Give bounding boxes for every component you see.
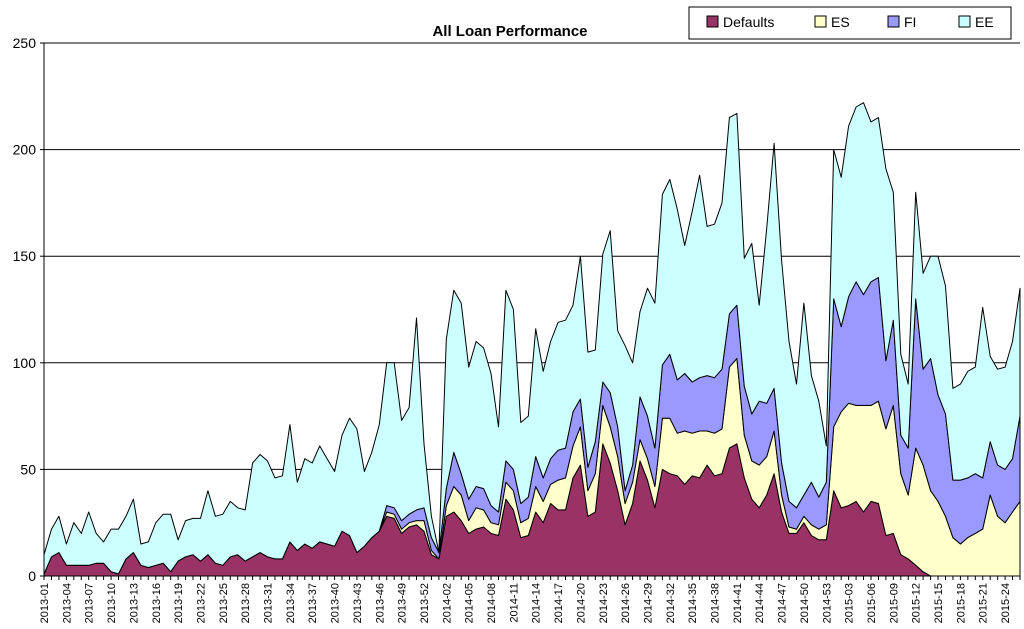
- x-tick-label: 2015-21: [978, 583, 990, 623]
- y-tick-label: 150: [13, 248, 37, 264]
- x-tick-label: 2013-16: [151, 583, 163, 623]
- x-tick-label: 2013-01: [39, 583, 51, 623]
- x-tick-label: 2014-20: [575, 583, 587, 623]
- chart-title: All Loan Performance: [432, 23, 587, 40]
- x-tick-label: 2013-07: [84, 583, 96, 623]
- x-tick-label: 2014-08: [486, 583, 498, 623]
- x-tick-label: 2014-17: [553, 583, 565, 623]
- y-tick-label: 250: [13, 35, 37, 51]
- axes: [43, 43, 1020, 577]
- series-area-ee: [43, 102, 1021, 575]
- y-tick-label: 200: [13, 142, 37, 158]
- x-axis-ticks: 2013-01 2013-04 2013-07 2013-10 2013-13 2013-…: [39, 576, 1021, 623]
- x-tick-label: 2014-44: [754, 583, 766, 623]
- x-tick-label: 2014-41: [732, 583, 744, 623]
- x-tick-label: 2014-11: [508, 583, 520, 623]
- legend-swatch-ee: [958, 15, 971, 28]
- x-tick-label: 2013-25: [218, 583, 230, 623]
- x-tick-label: 2014-35: [687, 583, 699, 623]
- x-tick-label: 2013-13: [128, 583, 140, 623]
- legend-swatch-fi: [887, 15, 900, 28]
- x-tick-label: 2014-23: [598, 583, 610, 623]
- x-tick-label: 2015-06: [866, 583, 878, 623]
- x-tick-label: 2013-34: [285, 583, 297, 623]
- y-tick-label: 100: [13, 355, 37, 371]
- x-tick-label: 2014-50: [799, 583, 811, 623]
- legend-swatch-defaults: [706, 15, 719, 28]
- area-series: [43, 102, 1021, 577]
- y-tick-label: 0: [28, 568, 36, 584]
- legend-label-defaults: Defaults: [723, 14, 774, 30]
- legend-swatch-es: [814, 15, 827, 28]
- legend-label-es: ES: [831, 14, 850, 30]
- legend-label-ee: EE: [975, 14, 994, 30]
- x-tick-label: 2013-22: [196, 583, 208, 623]
- x-tick-label: 2014-05: [464, 583, 476, 623]
- x-tick-label: 2013-46: [374, 583, 386, 623]
- x-tick-label: 2013-19: [173, 583, 185, 623]
- x-tick-label: 2015-03: [844, 583, 856, 623]
- legend: Defaults ES FI EE: [688, 6, 1012, 40]
- x-tick-label: 2015-09: [888, 583, 900, 623]
- x-tick-label: 2013-43: [352, 583, 364, 623]
- x-tick-label: 2013-37: [307, 583, 319, 623]
- x-tick-label: 2015-18: [955, 583, 967, 623]
- x-tick-label: 2014-47: [777, 583, 789, 623]
- x-tick-label: 2013-52: [419, 583, 431, 623]
- x-tick-label: 2014-26: [620, 583, 632, 623]
- x-tick-label: 2013-40: [330, 583, 342, 623]
- x-tick-label: 2013-10: [106, 583, 118, 623]
- x-tick-label: 2014-38: [710, 583, 722, 623]
- x-tick-label: 2014-32: [665, 583, 677, 623]
- x-tick-label: 2014-02: [441, 583, 453, 623]
- x-tick-label: 2013-04: [61, 583, 73, 623]
- legend-box: [688, 6, 1012, 40]
- x-tick-label: 2014-29: [643, 583, 655, 623]
- x-tick-label: 2013-31: [263, 583, 275, 623]
- x-tick-label: 2014-14: [531, 583, 543, 623]
- x-tick-label: 2015-12: [911, 583, 923, 623]
- x-tick-label: 2013-49: [397, 583, 409, 623]
- y-tick-label: 50: [20, 461, 36, 477]
- y-axis-ticks: 0 50 100 150 200 250: [13, 35, 44, 584]
- x-tick-label: 2015-24: [1000, 583, 1012, 623]
- x-tick-label: 2013-28: [240, 583, 252, 623]
- x-tick-label: 2014-53: [821, 583, 833, 623]
- legend-label-fi: FI: [904, 14, 916, 30]
- x-tick-label: 2015-15: [933, 583, 945, 623]
